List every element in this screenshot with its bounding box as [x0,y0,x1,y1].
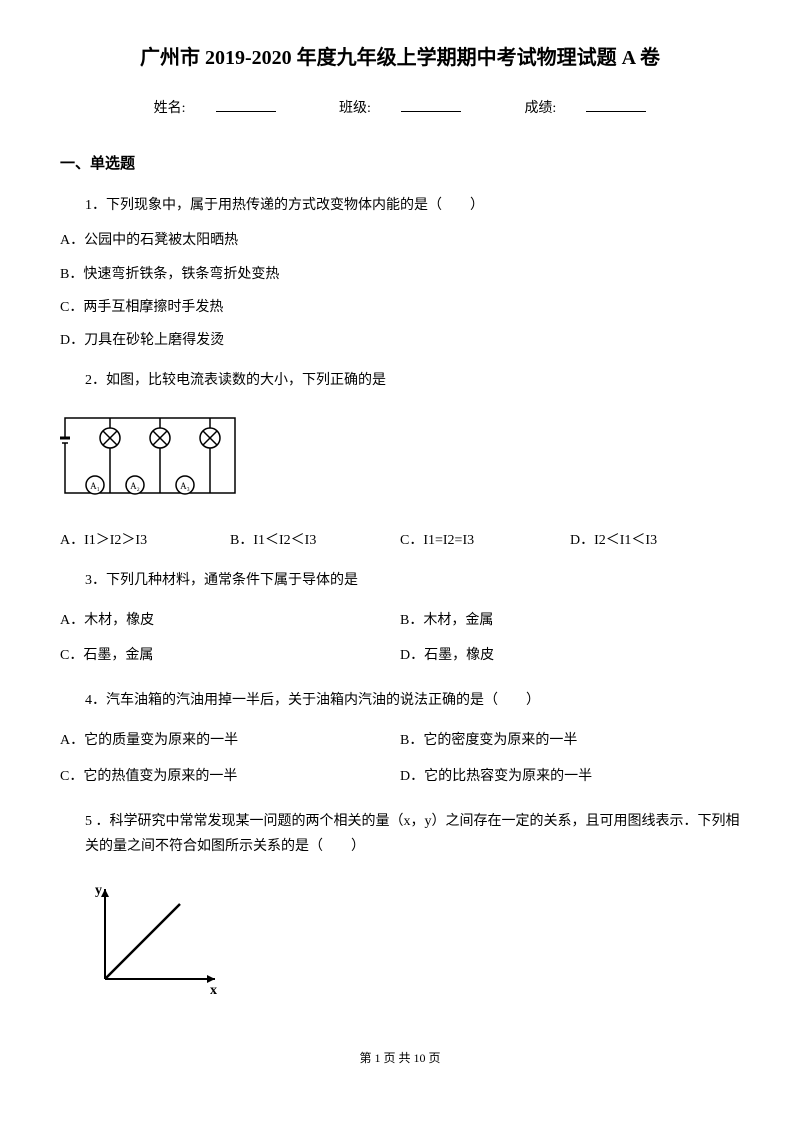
q1-option-d: D．刀具在砂轮上磨得发烫 [60,328,740,353]
question-5: 5 ．科学研究中常常发现某一问题的两个相关的量（x，y）之间存在一定的关系，且可… [85,809,740,859]
question-3: 3．下列几种材料，通常条件下属于导体的是 [85,568,740,593]
q1-option-c: C．两手互相摩擦时手发热 [60,295,740,320]
linear-graph: y x [85,879,225,999]
svg-text:A₁: A₁ [90,481,100,491]
q2-options: A．I1＞I2＞I3 B．I1＜I2＜I3 C．I1=I2=I3 D．I2＜I1… [60,528,740,553]
svg-text:x: x [210,983,217,998]
page-footer: 第 1 页 共 10 页 [60,1048,740,1070]
class-label: 班级: [324,101,476,116]
name-label: 姓名: [139,101,291,116]
q2-option-d: D．I2＜I1＜I3 [570,528,740,553]
svg-text:A₃: A₃ [180,481,190,491]
score-label: 成绩: [509,101,661,116]
q4-option-b: B．它的密度变为原来的一半 [400,728,740,753]
class-blank[interactable] [401,96,461,112]
score-blank[interactable] [586,96,646,112]
q3-option-a: A．木材，橡皮 [60,608,400,633]
q3-option-c: C．石墨，金属 [60,643,400,668]
circuit-diagram: A₁ A₂ A₃ [60,413,240,498]
exam-title: 广州市 2019-2020 年度九年级上学期期中考试物理试题 A 卷 [60,40,740,76]
student-info-row: 姓名: 班级: 成绩: [60,96,740,121]
question-2: 2．如图，比较电流表读数的大小，下列正确的是 [85,368,740,393]
q1-option-a: A．公园中的石凳被太阳晒热 [60,228,740,253]
q3-option-b: B．木材，金属 [400,608,740,633]
q2-option-a: A．I1＞I2＞I3 [60,528,230,553]
question-1: 1．下列现象中，属于用热传递的方式改变物体内能的是（ ） [85,193,740,218]
q4-option-a: A．它的质量变为原来的一半 [60,728,400,753]
question-4: 4．汽车油箱的汽油用掉一半后，关于油箱内汽油的说法正确的是（ ） [85,688,740,713]
name-blank[interactable] [216,96,276,112]
q1-option-b: B．快速弯折铁条，铁条弯折处变热 [60,262,740,287]
svg-text:A₂: A₂ [130,481,140,491]
q4-option-d: D．它的比热容变为原来的一半 [400,764,740,789]
q3-option-d: D．石墨，橡皮 [400,643,740,668]
q4-options: A．它的质量变为原来的一半 B．它的密度变为原来的一半 C．它的热值变为原来的一… [60,723,740,793]
q4-option-c: C．它的热值变为原来的一半 [60,764,400,789]
q3-options: A．木材，橡皮 B．木材，金属 C．石墨，金属 D．石墨，橡皮 [60,603,740,673]
q2-option-b: B．I1＜I2＜I3 [230,528,400,553]
svg-text:y: y [95,883,102,898]
section-1-header: 一、单选题 [60,151,740,178]
q2-option-c: C．I1=I2=I3 [400,528,570,553]
